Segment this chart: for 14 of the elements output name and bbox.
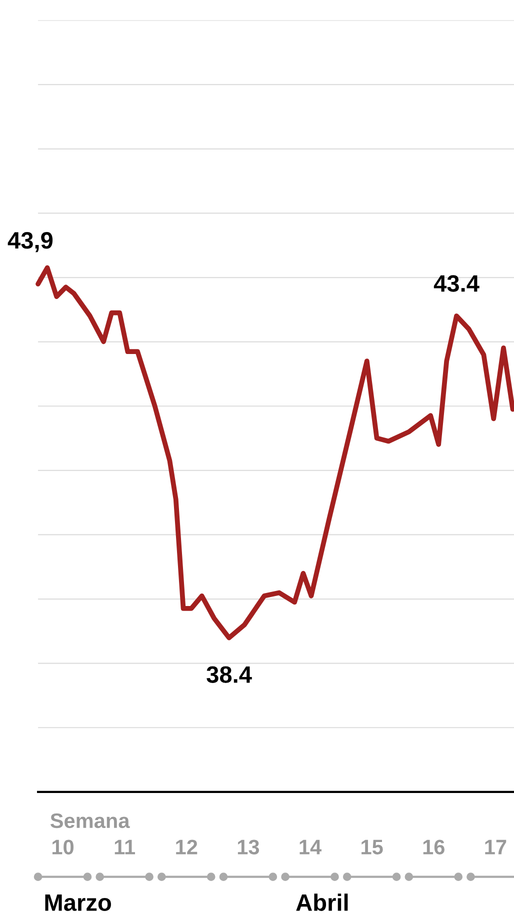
annotation: 38.4 — [206, 666, 252, 683]
x-tick-label: 15 — [362, 840, 383, 854]
x-tick-label: 11 — [114, 840, 136, 854]
annotation: 43.4 — [434, 275, 480, 292]
text: Abril — [296, 894, 348, 911]
x-tick-label: 14 — [300, 840, 322, 854]
x-tick-label: 13 — [238, 840, 260, 854]
annotation: 43,9 — [8, 232, 53, 252]
text: Marzo — [45, 894, 111, 911]
x-axis-title: Semana — [50, 813, 130, 828]
x-tick-label: 10 — [52, 840, 74, 854]
x-tick-label: 16 — [423, 840, 444, 854]
x-tick-label: 17 — [485, 840, 506, 854]
x-tick-label: 12 — [176, 840, 198, 854]
